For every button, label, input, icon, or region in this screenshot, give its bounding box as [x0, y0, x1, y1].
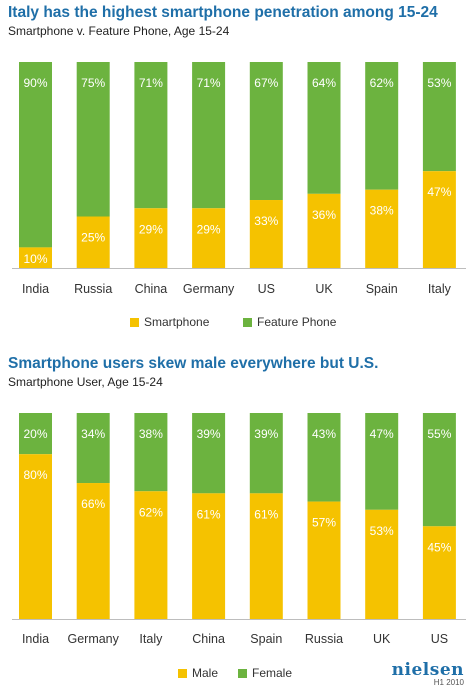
data-label: 38%: [139, 427, 163, 441]
data-label: 55%: [427, 427, 451, 441]
bar-female: [307, 413, 341, 502]
data-label: 67%: [254, 76, 278, 90]
bar-feature-phone: [249, 62, 283, 201]
category-label: UK: [373, 632, 391, 646]
chart2-subtitle: Smartphone User, Age 15-24: [8, 375, 163, 389]
bar-male: [134, 491, 168, 619]
bar-feature-phone: [76, 62, 110, 217]
bar-feature-phone: [307, 62, 341, 194]
category-label: India: [22, 282, 49, 296]
bar-feature-phone: [134, 62, 168, 209]
data-label: 10%: [23, 252, 47, 266]
data-label: 29%: [197, 222, 221, 236]
data-label: 25%: [81, 231, 105, 245]
legend-label: Female: [252, 666, 292, 680]
bar-feature-phone: [192, 62, 226, 209]
category-label: Russia: [74, 282, 112, 296]
brand-period: H1 2010: [433, 678, 464, 687]
bar-smartphone: [249, 200, 283, 268]
data-label: 29%: [139, 222, 163, 236]
bar-feature-phone: [365, 62, 399, 190]
data-label: 90%: [23, 76, 47, 90]
data-label: 80%: [23, 468, 47, 482]
data-label: 34%: [81, 427, 105, 441]
legend-swatch: [130, 318, 139, 327]
nielsen-logo: nielsen H1 2010: [392, 660, 464, 687]
bar-smartphone: [365, 189, 399, 268]
data-label: 62%: [139, 505, 163, 519]
legend-swatch: [243, 318, 252, 327]
bar-male: [422, 526, 456, 619]
category-label: China: [192, 632, 225, 646]
data-label: 53%: [370, 524, 394, 538]
category-label: China: [135, 282, 168, 296]
bar-smartphone: [192, 208, 226, 268]
bar-smartphone: [422, 171, 456, 268]
bar-male: [76, 483, 110, 619]
bar-female: [134, 413, 168, 492]
category-label: Russia: [305, 632, 343, 646]
bar-male: [307, 501, 341, 619]
data-label: 43%: [312, 427, 336, 441]
data-label: 47%: [427, 185, 451, 199]
data-label: 75%: [81, 76, 105, 90]
bar-female: [76, 413, 110, 484]
category-label: US: [258, 282, 275, 296]
data-label: 38%: [370, 204, 394, 218]
category-label: Spain: [366, 282, 398, 296]
bar-female: [365, 413, 399, 510]
data-label: 39%: [197, 427, 221, 441]
brand-name: nielsen: [391, 660, 464, 680]
legend-swatch: [178, 669, 187, 678]
bar-male: [19, 454, 52, 619]
chart1-title: Italy has the highest smartphone penetra…: [8, 4, 438, 21]
bar-smartphone: [76, 216, 110, 268]
category-label: India: [22, 632, 49, 646]
category-label: Italy: [139, 632, 163, 646]
data-label: 36%: [312, 208, 336, 222]
data-label: 71%: [197, 76, 221, 90]
data-label: 61%: [197, 507, 221, 521]
bar-smartphone: [307, 193, 341, 268]
chart2-title: Smartphone users skew male everywhere bu…: [8, 355, 379, 372]
bar-female: [422, 413, 456, 527]
bar-feature-phone: [19, 62, 52, 248]
bar-feature-phone: [422, 62, 456, 172]
data-label: 64%: [312, 76, 336, 90]
bar-male: [192, 493, 226, 619]
data-label: 66%: [81, 497, 105, 511]
data-label: 62%: [370, 76, 394, 90]
data-label: 57%: [312, 516, 336, 530]
data-label: 71%: [139, 76, 163, 90]
legend-label: Male: [192, 666, 218, 680]
bar-smartphone: [19, 247, 52, 268]
bar-female: [249, 413, 283, 494]
data-label: 45%: [427, 540, 451, 554]
category-label: US: [431, 632, 448, 646]
bar-female: [19, 413, 52, 455]
bar-smartphone: [134, 208, 168, 268]
data-label: 33%: [254, 214, 278, 228]
category-label: UK: [315, 282, 333, 296]
legend-swatch: [238, 669, 247, 678]
category-label: Germany: [67, 632, 119, 646]
bar-female: [192, 413, 226, 494]
legend-label: Smartphone: [144, 315, 210, 329]
chart1-subtitle: Smartphone v. Feature Phone, Age 15-24: [8, 24, 230, 38]
data-label: 61%: [254, 507, 278, 521]
category-label: Italy: [428, 282, 452, 296]
data-label: 47%: [370, 427, 394, 441]
bar-male: [365, 509, 399, 619]
category-label: Spain: [250, 632, 282, 646]
data-label: 53%: [427, 76, 451, 90]
legend-label: Feature Phone: [257, 315, 337, 329]
data-label: 20%: [23, 427, 47, 441]
category-label: Germany: [183, 282, 235, 296]
bar-male: [249, 493, 283, 619]
data-label: 39%: [254, 427, 278, 441]
